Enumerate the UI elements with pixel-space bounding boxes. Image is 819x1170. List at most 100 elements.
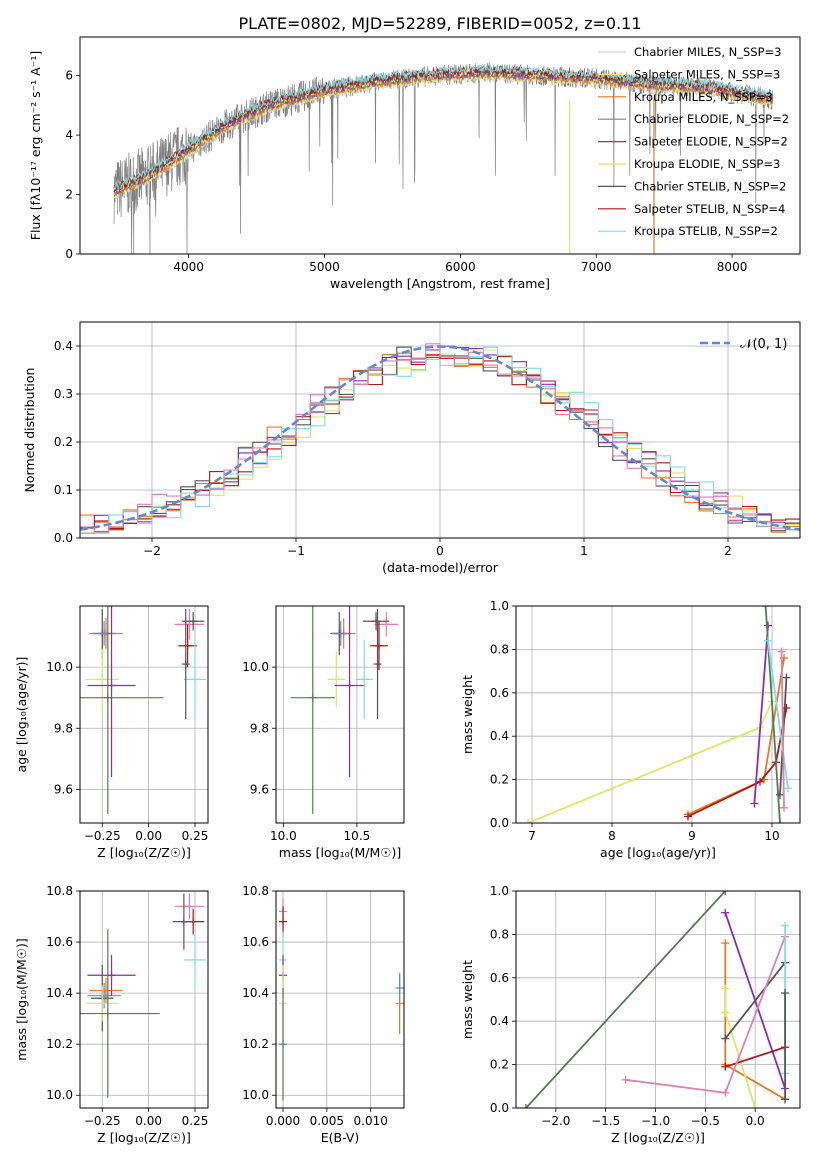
panel-spectrum: 4000 5000 6000 7000 8000 0 2 4 6 wavelength [Angs… [28,36,801,291]
point-marker [308,693,317,702]
y-tick-label: 0.2 [490,1058,509,1072]
error-bar-point [331,621,350,646]
point-marker [101,986,110,995]
panel-age-vs-Z: −0.25 0.00 0.25 9.6 9.8 10.0 Z [log₁₀(Z/Z☉)] ag… [14,605,209,860]
x-axis-label: Z [log₁₀(Z/Z☉)] [611,1130,705,1145]
axes-frame [79,890,209,1109]
y-tick-label: 0.6 [490,686,509,700]
legend-entry: Chabrier ELODIE, N_SSP=2 [634,112,789,126]
x-tick-label: 7 [528,829,536,843]
y-axis-label: mass weight [460,960,475,1039]
y-tick-label: 0.6 [490,971,509,985]
x-tick-label: 6000 [445,260,476,274]
x-tick-label: 5000 [309,260,340,274]
x-axis-label: mass [log₁₀(M/M☉)] [279,845,401,860]
point-marker [521,1104,530,1108]
panel-mass-vs-Z: −0.25 0.00 0.25 10.0 10.2 10.4 10.6 10.8 Z [log₁… [14,884,209,1145]
y-axis-label: age [log₁₀(age/yr)] [14,657,29,773]
x-tick-label: 8 [608,829,616,843]
y-tick-label: 0.1 [54,483,73,497]
error-bar-point [174,609,205,640]
y-tick-label: 9.6 [250,782,269,796]
y-tick-label: 0.0 [490,816,509,830]
y-tick-label: 0.4 [54,339,73,353]
point-marker [756,777,764,786]
figure-title: PLATE=0802, MJD=52289, FIBERID=0052, z=0… [238,14,641,33]
point-marker [776,790,784,799]
point-marker [374,641,383,650]
point-marker [107,971,116,980]
x-tick-label: −2 [143,544,161,558]
y-tick-label: 10.0 [242,1088,269,1102]
y-tick-label: 6 [65,69,73,83]
point-marker [98,675,107,684]
x-tick-label: 10.0 [270,829,297,843]
y-tick-label: 10.2 [46,1037,73,1051]
y-tick-label: 10.0 [46,1088,73,1102]
x-tick-label: 0.00 [135,1114,162,1128]
x-axis-label: wavelength [Angstrom, rest frame] [330,276,550,291]
error-bar-point [334,606,365,778]
x-axis-label: E(B-V) [321,1130,360,1145]
point-marker [721,1088,730,1097]
point-marker [103,1009,112,1018]
y-tick-label: 0.3 [54,387,73,401]
error-bar-point [87,606,136,778]
weight-series-line [525,891,726,1108]
axes-frame [275,605,405,824]
y-tick-label: 9.8 [54,721,73,735]
point-marker [189,617,198,626]
point-marker [781,1095,790,1104]
y-tick-label: 1.0 [490,884,509,898]
point-marker [183,641,192,650]
error-bar-point [370,621,388,671]
y-axis-label: Normed distribution [22,368,37,493]
error-bar-point [89,977,123,1004]
legend-entry: Chabrier STELIB, N_SSP=2 [634,179,786,193]
error-bar-point [85,648,119,710]
x-tick-label: 10 [764,829,779,843]
point-marker [721,1062,730,1071]
y-tick-label: 9.8 [250,721,269,735]
legend-entry: Chabrier MILES, N_SSP=3 [634,45,781,59]
point-marker [764,621,772,630]
x-axis-label: (data-model)/error [382,560,499,575]
axes-frame [515,890,801,1109]
point-marker [373,660,382,669]
residual-histogram [80,343,800,533]
x-tick-label: 4000 [173,260,204,274]
error-bar-point [85,985,119,1022]
y-tick-label: 10.6 [242,935,269,949]
point-marker [782,673,791,682]
weight-series-line [724,962,786,1040]
x-tick-label: 0.00 [135,829,162,843]
error-bar-point [327,651,346,707]
error-bar-point [181,609,190,720]
y-tick-label: 10.0 [242,660,269,674]
point-marker [98,999,107,1008]
y-tick-label: 10.6 [46,935,73,949]
point-marker [336,629,345,638]
weight-series-line [527,701,773,823]
point-marker [721,891,730,895]
plot-area [276,606,404,823]
error-bar-point [178,624,197,668]
error-bar-point [172,893,196,950]
x-tick-label: −0.25 [84,1114,121,1128]
y-tick-label: 10.2 [242,1037,269,1051]
axes-frame [79,321,801,539]
point-marker [279,917,288,926]
x-tick-label: 9 [688,829,696,843]
x-tick-label: −1.0 [641,1114,670,1128]
panel-age-vs-mass: 10.0 10.5 9.6 9.8 10.0 mass [log₁₀(M/M☉)] [242,605,405,860]
point-marker [360,675,369,684]
x-axis-label: age [log₁₀(age/yr)] [600,845,716,860]
point-marker [721,1008,730,1017]
point-marker [621,1075,630,1084]
model-series-line [113,63,773,191]
x-tick-label: 8000 [717,260,748,274]
error-bar-point [362,612,390,631]
x-axis-label: Z [log₁₀(Z/Z☉)] [97,1130,191,1145]
panel-weight-vs-age: 7 8 9 10 0.0 0.2 0.4 0.6 0.8 1.0 age [log₁₀(age/yr… [460,599,801,860]
legend-entry: Salpeter MILES, N_SSP=3 [634,67,780,81]
